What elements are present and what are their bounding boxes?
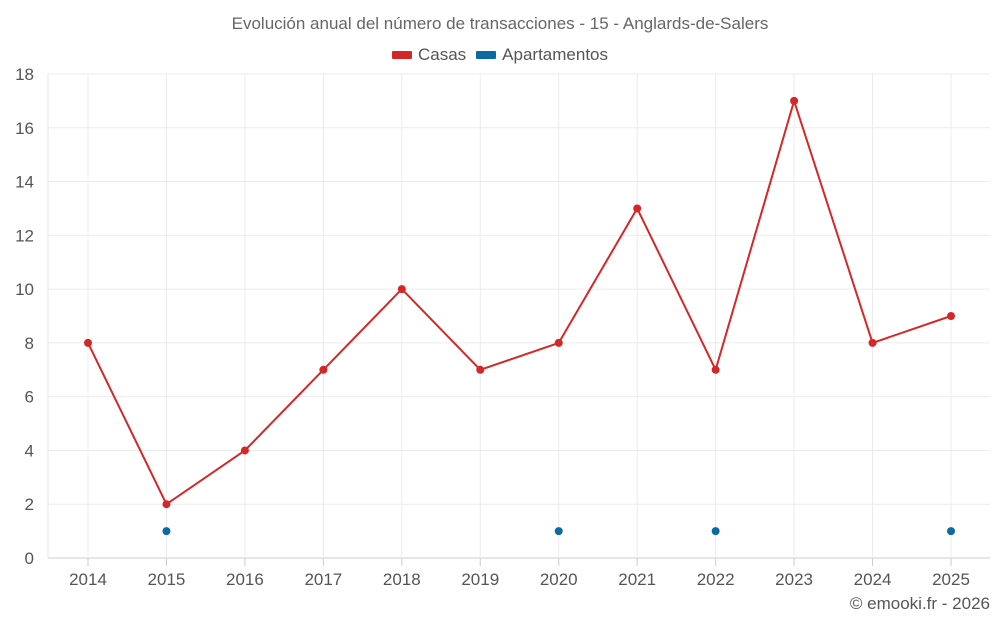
data-point-casas[interactable] xyxy=(319,365,328,374)
y-tick-label: 16 xyxy=(15,119,34,138)
legend-label-casas: Casas xyxy=(417,45,467,64)
data-point-apartamentos[interactable] xyxy=(947,527,955,536)
y-tick-label: 12 xyxy=(15,226,34,245)
data-point-casas[interactable] xyxy=(633,204,642,213)
chart-title: Evolución anual del número de transaccio… xyxy=(231,14,769,33)
x-tick-label: 2024 xyxy=(854,570,892,589)
y-tick-label: 0 xyxy=(25,549,34,568)
y-tick-label: 8 xyxy=(25,334,34,353)
x-tick-label: 2020 xyxy=(540,570,578,589)
y-tick-label: 4 xyxy=(25,441,34,460)
x-tick-label: 2014 xyxy=(69,570,107,589)
legend-swatch-apartamentos xyxy=(476,51,497,59)
x-tick-label: 2021 xyxy=(618,570,656,589)
x-tick-label: 2016 xyxy=(226,570,264,589)
x-tick-label: 2023 xyxy=(775,570,813,589)
y-tick-label: 2 xyxy=(25,495,34,514)
data-point-casas[interactable] xyxy=(162,500,171,509)
data-point-casas[interactable] xyxy=(476,365,485,374)
y-tick-label: 6 xyxy=(25,388,34,407)
data-point-casas[interactable] xyxy=(868,338,877,347)
data-point-apartamentos[interactable] xyxy=(554,527,563,536)
x-tick-label: 2015 xyxy=(148,570,186,589)
y-tick-label: 10 xyxy=(15,280,34,299)
legend-swatch-casas xyxy=(391,51,412,59)
copyright-credit: © emooki.fr - 2026 xyxy=(849,594,990,613)
data-point-casas[interactable] xyxy=(84,338,92,347)
y-tick-label: 18 xyxy=(15,65,34,84)
data-point-casas[interactable] xyxy=(554,338,563,347)
legend-label-apartamentos: Apartamentos xyxy=(502,45,609,64)
x-tick-label: 2018 xyxy=(383,570,421,589)
data-point-casas[interactable] xyxy=(790,96,799,105)
data-point-apartamentos[interactable] xyxy=(711,527,720,536)
legend-item-apartamentos[interactable]: Apartamentos xyxy=(476,45,608,65)
legend-item-casas[interactable]: Casas xyxy=(391,45,467,65)
data-point-apartamentos[interactable] xyxy=(162,527,171,536)
legend: Casas Apartamentos xyxy=(0,45,1000,65)
data-point-casas[interactable] xyxy=(397,285,406,294)
data-point-casas[interactable] xyxy=(711,365,720,374)
series-line-casas xyxy=(87,99,952,506)
y-tick-label: 14 xyxy=(15,173,34,192)
x-tick-label: 2019 xyxy=(461,570,499,589)
x-tick-label: 2022 xyxy=(697,570,735,589)
x-tick-label: 2017 xyxy=(304,570,342,589)
x-tick-label: 2025 xyxy=(932,570,970,589)
data-point-casas[interactable] xyxy=(947,312,955,320)
data-point-casas[interactable] xyxy=(240,446,249,455)
